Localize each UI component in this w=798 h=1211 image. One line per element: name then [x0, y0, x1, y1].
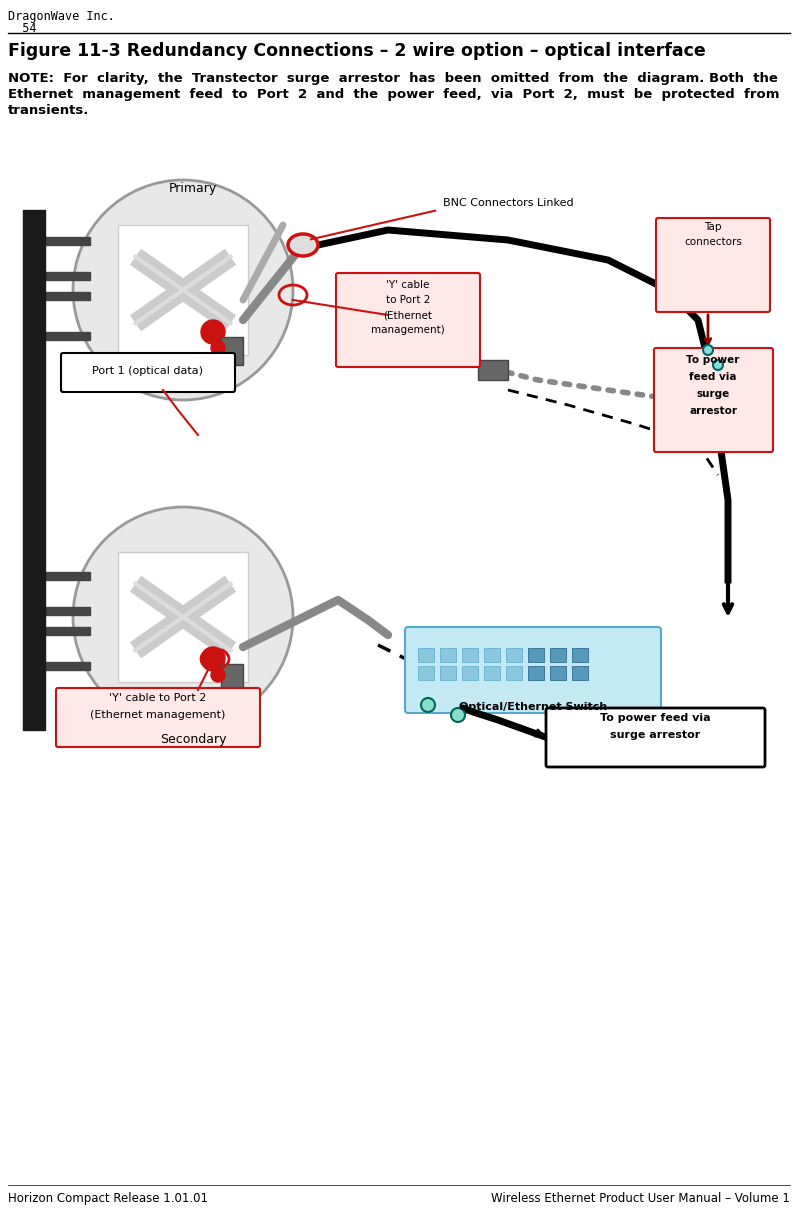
- Text: 'Y' cable to Port 2: 'Y' cable to Port 2: [109, 693, 207, 704]
- Bar: [572, 648, 588, 662]
- Ellipse shape: [288, 234, 318, 256]
- Bar: [550, 666, 566, 681]
- Text: Horizon Compact Release 1.01.01: Horizon Compact Release 1.01.01: [8, 1192, 208, 1205]
- Bar: [418, 648, 434, 662]
- Text: arrestor: arrestor: [689, 406, 737, 417]
- Text: (Ethernet management): (Ethernet management): [90, 710, 226, 721]
- Text: NOTE:  For  clarity,  the  Transtector  surge  arrestor  has  been  omitted  fro: NOTE: For clarity, the Transtector surge…: [8, 71, 778, 85]
- Bar: [462, 666, 478, 681]
- Bar: [23, 210, 45, 730]
- Bar: [45, 627, 90, 635]
- Bar: [45, 332, 90, 340]
- Circle shape: [421, 698, 435, 712]
- Text: Tap: Tap: [705, 222, 721, 233]
- Text: connectors: connectors: [684, 237, 742, 247]
- Bar: [45, 292, 90, 300]
- Bar: [550, 648, 566, 662]
- Bar: [484, 648, 500, 662]
- Circle shape: [211, 342, 225, 355]
- Text: Ethernet  management  feed  to  Port  2  and  the  power  feed,  via  Port  2,  : Ethernet management feed to Port 2 and t…: [8, 88, 780, 101]
- Text: feed via: feed via: [689, 372, 737, 381]
- Text: surge arrestor: surge arrestor: [610, 730, 700, 740]
- Bar: [45, 662, 90, 670]
- Text: management): management): [371, 325, 444, 335]
- Bar: [550, 648, 566, 662]
- Text: Secondary: Secondary: [160, 733, 227, 746]
- Text: 54: 54: [8, 22, 37, 35]
- Bar: [550, 666, 566, 681]
- Circle shape: [703, 345, 713, 355]
- Circle shape: [201, 320, 225, 344]
- Circle shape: [73, 180, 293, 400]
- Text: Wireless Ethernet Product User Manual – Volume 1: Wireless Ethernet Product User Manual – …: [491, 1192, 790, 1205]
- FancyBboxPatch shape: [405, 627, 661, 713]
- Circle shape: [201, 647, 225, 671]
- Bar: [572, 648, 588, 662]
- Bar: [45, 572, 90, 580]
- Bar: [506, 648, 522, 662]
- FancyBboxPatch shape: [61, 352, 235, 392]
- Bar: [418, 666, 434, 681]
- Bar: [118, 225, 248, 355]
- Text: to Port 2: to Port 2: [385, 295, 430, 305]
- Text: surge: surge: [697, 389, 729, 398]
- Text: To power feed via: To power feed via: [599, 713, 710, 723]
- Text: Port 1 (optical data): Port 1 (optical data): [93, 366, 203, 375]
- Bar: [572, 666, 588, 681]
- Bar: [528, 666, 544, 681]
- Bar: [484, 666, 500, 681]
- Bar: [572, 666, 588, 681]
- Circle shape: [73, 507, 293, 727]
- Bar: [462, 648, 478, 662]
- Bar: [528, 648, 544, 662]
- FancyBboxPatch shape: [336, 272, 480, 367]
- Bar: [221, 337, 243, 365]
- Bar: [440, 666, 456, 681]
- Circle shape: [451, 708, 465, 722]
- Bar: [478, 360, 508, 380]
- Text: DragonWave Inc.: DragonWave Inc.: [8, 10, 115, 23]
- FancyBboxPatch shape: [546, 708, 765, 767]
- Text: transients.: transients.: [8, 104, 89, 117]
- Bar: [528, 666, 544, 681]
- Text: BNC Connectors Linked: BNC Connectors Linked: [443, 199, 574, 208]
- Bar: [45, 237, 90, 245]
- Bar: [118, 552, 248, 682]
- Text: Primary: Primary: [169, 182, 217, 195]
- Text: (Ethernet: (Ethernet: [384, 310, 433, 320]
- FancyBboxPatch shape: [656, 218, 770, 312]
- FancyBboxPatch shape: [56, 688, 260, 747]
- Bar: [440, 648, 456, 662]
- Bar: [221, 664, 243, 691]
- FancyBboxPatch shape: [654, 348, 773, 452]
- Circle shape: [211, 668, 225, 682]
- Bar: [45, 272, 90, 280]
- Text: 'Y' cable: 'Y' cable: [386, 280, 429, 289]
- Text: Figure 11-3 Redundancy Connections – 2 wire option – optical interface: Figure 11-3 Redundancy Connections – 2 w…: [8, 42, 705, 61]
- Text: To power: To power: [686, 355, 740, 365]
- Bar: [528, 648, 544, 662]
- Circle shape: [713, 360, 723, 371]
- Bar: [45, 607, 90, 615]
- Bar: [506, 666, 522, 681]
- Text: Optical/Ethernet Switch: Optical/Ethernet Switch: [459, 702, 607, 712]
